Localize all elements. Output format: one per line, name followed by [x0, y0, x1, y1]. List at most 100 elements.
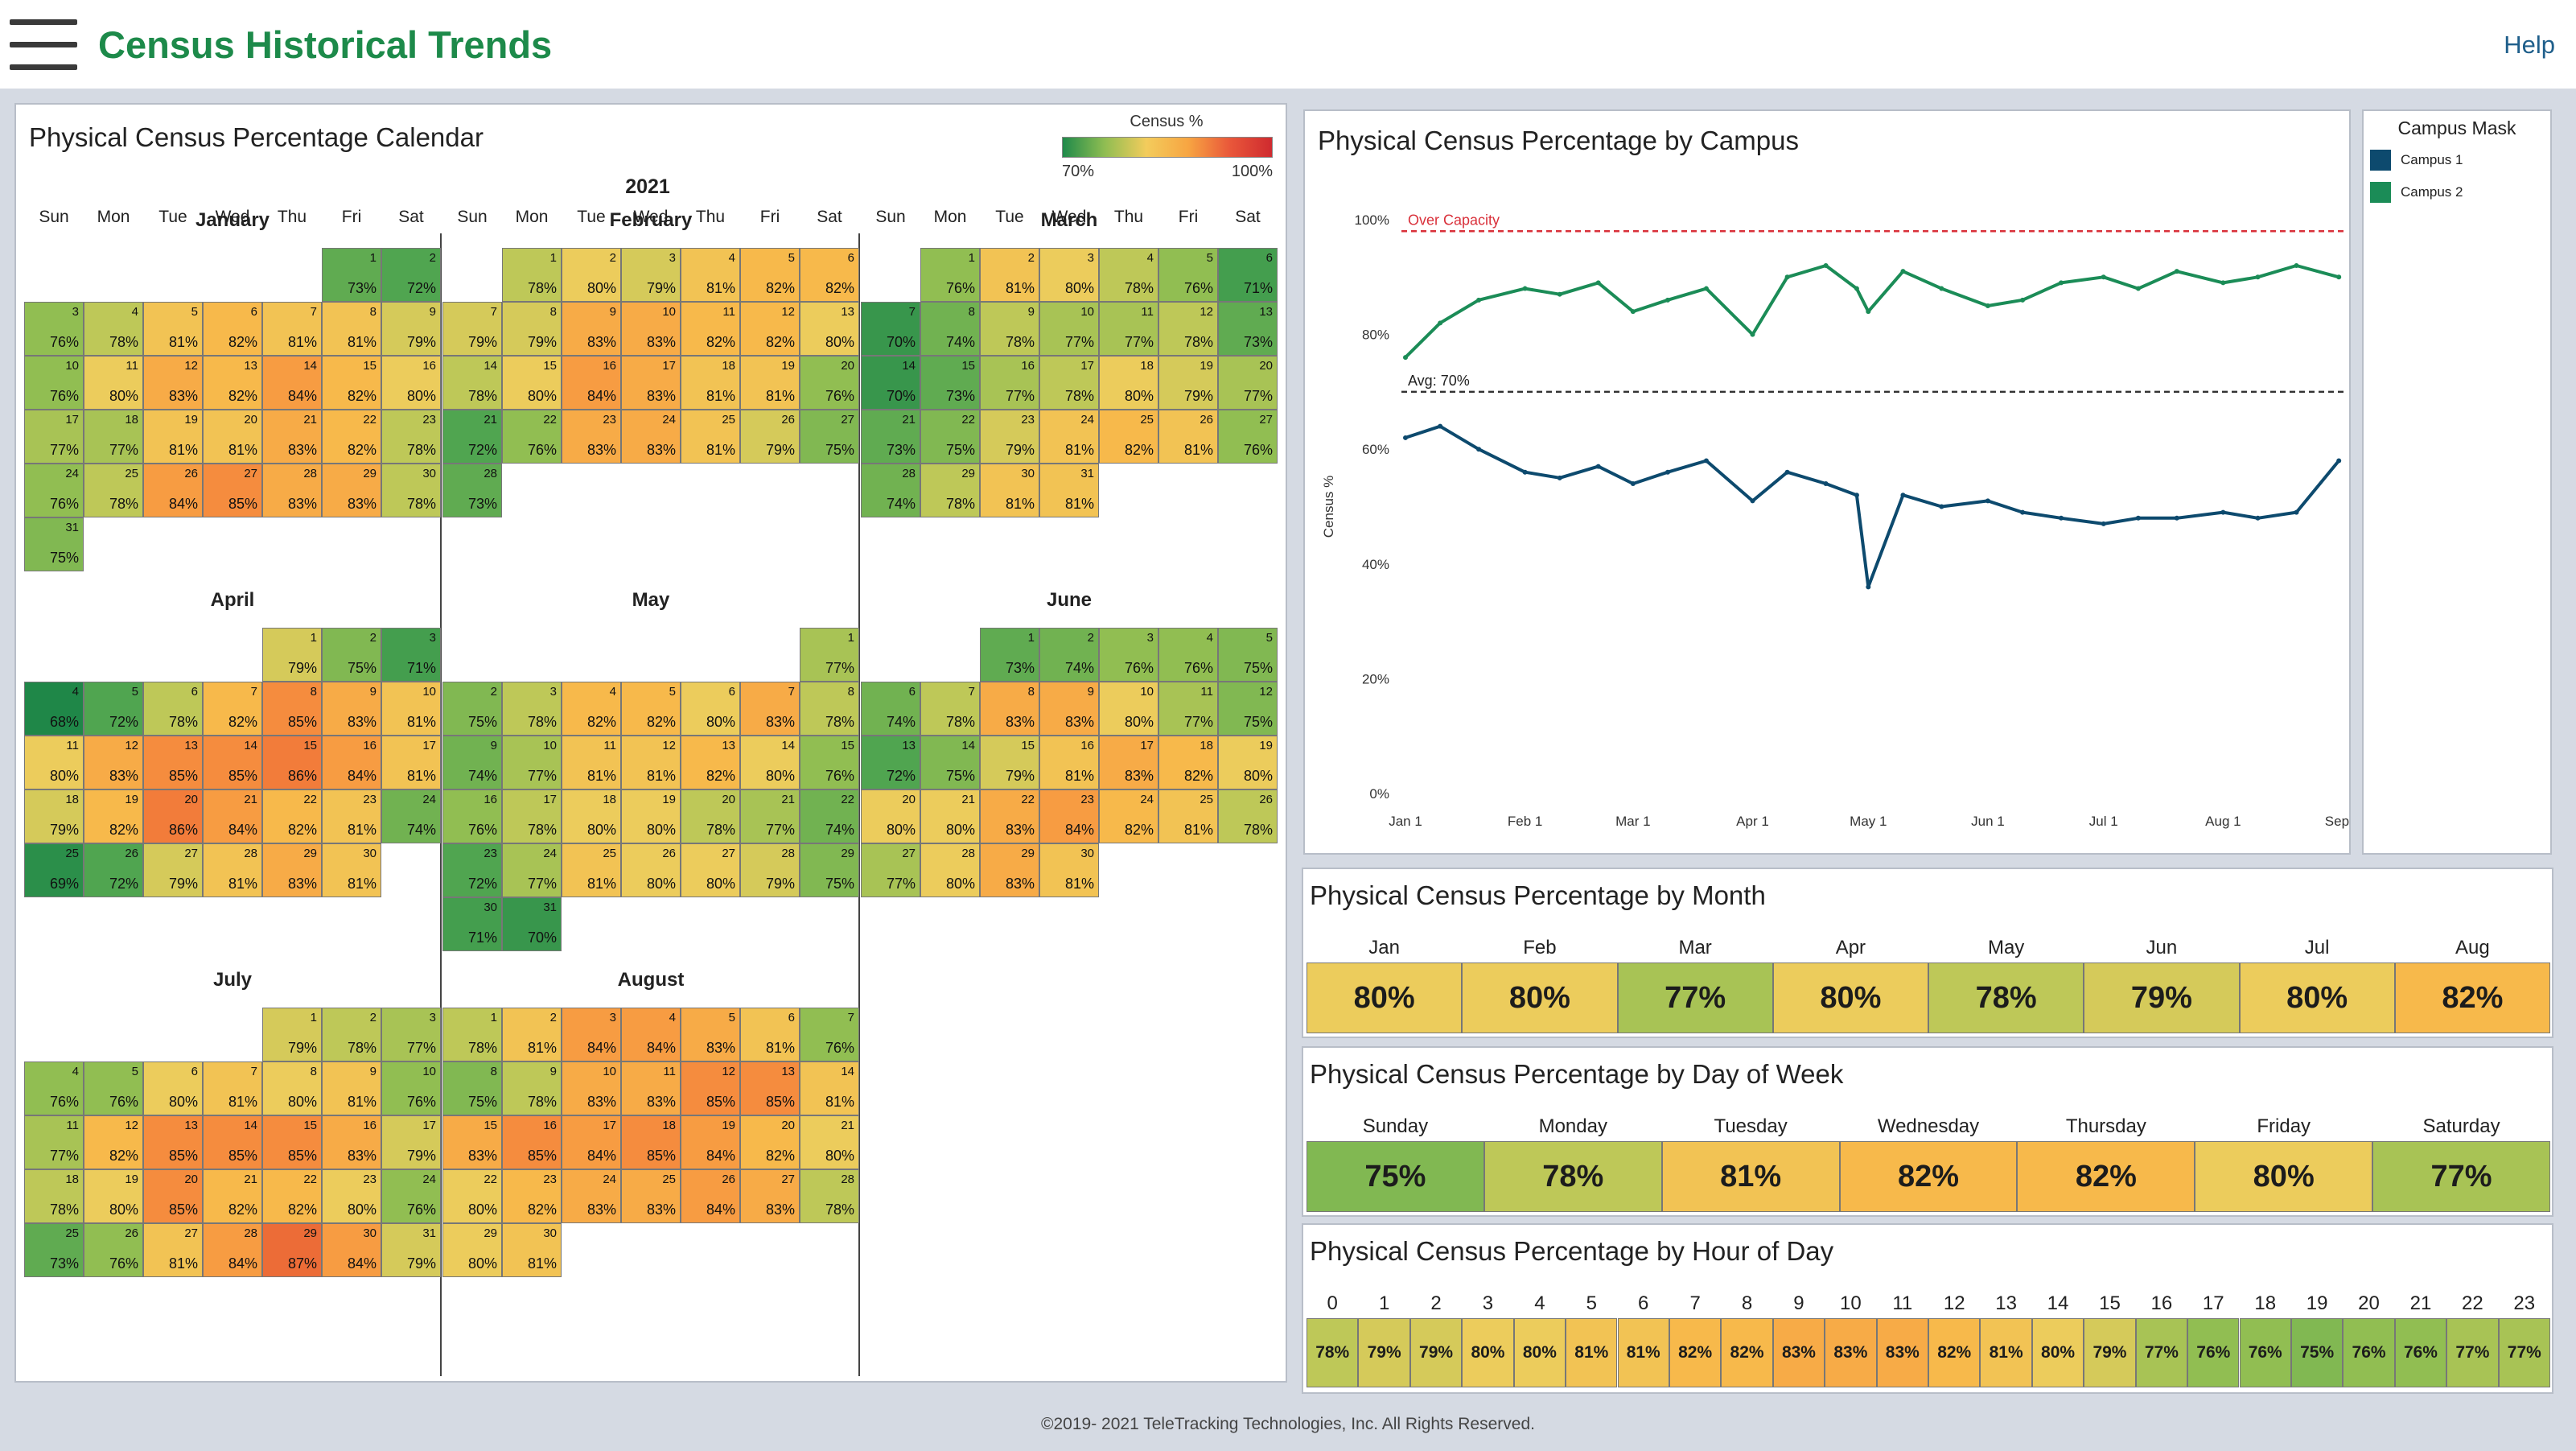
hour-cell[interactable]: 82%: [1721, 1318, 1773, 1387]
calendar-day-cell[interactable]: 25 82%: [1099, 410, 1158, 464]
calendar-day-cell[interactable]: 8 85%: [262, 682, 322, 736]
calendar-day-cell[interactable]: 9 74%: [442, 736, 502, 789]
calendar-day-cell[interactable]: 18 80%: [1099, 356, 1158, 410]
calendar-day-cell[interactable]: 29 80%: [442, 1223, 502, 1277]
calendar-day-cell[interactable]: 11 81%: [562, 736, 621, 789]
calendar-day-cell[interactable]: 5 83%: [681, 1008, 740, 1061]
calendar-day-cell[interactable]: 12 85%: [681, 1061, 740, 1115]
calendar-day-cell[interactable]: 26 78%: [1218, 789, 1278, 843]
calendar-day-cell[interactable]: 24 77%: [502, 843, 562, 897]
calendar-day-cell[interactable]: 13 82%: [681, 736, 740, 789]
calendar-day-cell[interactable]: 20 82%: [740, 1115, 800, 1169]
calendar-day-cell[interactable]: 27 81%: [143, 1223, 203, 1277]
calendar-day-cell[interactable]: 14 81%: [800, 1061, 859, 1115]
calendar-day-cell[interactable]: 23 84%: [1039, 789, 1099, 843]
calendar-day-cell[interactable]: 30 81%: [1039, 843, 1099, 897]
calendar-day-cell[interactable]: 18 79%: [24, 789, 84, 843]
weekday-cell[interactable]: 77%: [2372, 1141, 2550, 1212]
calendar-day-cell[interactable]: 9 79%: [381, 302, 441, 356]
calendar-day-cell[interactable]: 2 75%: [322, 628, 381, 682]
calendar-day-cell[interactable]: 8 83%: [980, 682, 1039, 736]
calendar-day-cell[interactable]: 28 74%: [861, 464, 920, 517]
calendar-day-cell[interactable]: 23 80%: [322, 1169, 381, 1223]
calendar-day-cell[interactable]: 18 80%: [562, 789, 621, 843]
calendar-day-cell[interactable]: 31 79%: [381, 1223, 441, 1277]
calendar-day-cell[interactable]: 1 77%: [800, 628, 859, 682]
calendar-day-cell[interactable]: 20 76%: [800, 356, 859, 410]
calendar-day-cell[interactable]: 19 82%: [84, 789, 143, 843]
calendar-day-cell[interactable]: 25 78%: [84, 464, 143, 517]
calendar-day-cell[interactable]: 29 83%: [322, 464, 381, 517]
calendar-day-cell[interactable]: 23 79%: [980, 410, 1039, 464]
calendar-day-cell[interactable]: 28 83%: [262, 464, 322, 517]
calendar-day-cell[interactable]: 30 78%: [381, 464, 441, 517]
calendar-day-cell[interactable]: 15 85%: [262, 1115, 322, 1169]
calendar-day-cell[interactable]: 2 78%: [322, 1008, 381, 1061]
calendar-day-cell[interactable]: 7 81%: [203, 1061, 262, 1115]
calendar-day-cell[interactable]: 17 83%: [1099, 736, 1158, 789]
calendar-day-cell[interactable]: 11 77%: [24, 1115, 84, 1169]
calendar-day-cell[interactable]: 12 82%: [740, 302, 800, 356]
calendar-day-cell[interactable]: 25 81%: [562, 843, 621, 897]
calendar-day-cell[interactable]: 5 76%: [1158, 248, 1218, 302]
calendar-day-cell[interactable]: 16 83%: [322, 1115, 381, 1169]
calendar-day-cell[interactable]: 3 77%: [381, 1008, 441, 1061]
calendar-day-cell[interactable]: 15 76%: [800, 736, 859, 789]
calendar-day-cell[interactable]: 29 78%: [920, 464, 980, 517]
calendar-day-cell[interactable]: 4 78%: [1099, 248, 1158, 302]
calendar-day-cell[interactable]: 12 78%: [1158, 302, 1218, 356]
calendar-day-cell[interactable]: 21 80%: [800, 1115, 859, 1169]
hour-cell[interactable]: 81%: [1980, 1318, 2032, 1387]
calendar-day-cell[interactable]: 25 81%: [681, 410, 740, 464]
calendar-day-cell[interactable]: 14 85%: [203, 1115, 262, 1169]
calendar-day-cell[interactable]: 26 84%: [681, 1169, 740, 1223]
hour-cell[interactable]: 76%: [2394, 1318, 2447, 1387]
calendar-day-cell[interactable]: 30 84%: [322, 1223, 381, 1277]
calendar-day-cell[interactable]: 6 71%: [1218, 248, 1278, 302]
calendar-day-cell[interactable]: 23 78%: [381, 410, 441, 464]
calendar-day-cell[interactable]: 15 83%: [442, 1115, 502, 1169]
calendar-day-cell[interactable]: 3 80%: [1039, 248, 1099, 302]
calendar-day-cell[interactable]: 26 79%: [740, 410, 800, 464]
calendar-day-cell[interactable]: 24 83%: [621, 410, 681, 464]
calendar-day-cell[interactable]: 3 76%: [1099, 628, 1158, 682]
calendar-day-cell[interactable]: 9 83%: [562, 302, 621, 356]
hour-cell[interactable]: 79%: [1409, 1318, 1463, 1387]
calendar-day-cell[interactable]: 24 83%: [562, 1169, 621, 1223]
calendar-day-cell[interactable]: 7 70%: [861, 302, 920, 356]
calendar-day-cell[interactable]: 5 76%: [84, 1061, 143, 1115]
calendar-day-cell[interactable]: 8 80%: [262, 1061, 322, 1115]
weekday-cell[interactable]: 82%: [1839, 1141, 2018, 1212]
calendar-day-cell[interactable]: 6 81%: [740, 1008, 800, 1061]
calendar-day-cell[interactable]: 11 77%: [1158, 682, 1218, 736]
calendar-day-cell[interactable]: 5 81%: [143, 302, 203, 356]
calendar-day-cell[interactable]: 24 76%: [24, 464, 84, 517]
calendar-day-cell[interactable]: 20 78%: [681, 789, 740, 843]
calendar-day-cell[interactable]: 27 83%: [740, 1169, 800, 1223]
calendar-day-cell[interactable]: 10 77%: [1039, 302, 1099, 356]
calendar-day-cell[interactable]: 6 82%: [203, 302, 262, 356]
calendar-day-cell[interactable]: 31 81%: [1039, 464, 1099, 517]
calendar-day-cell[interactable]: 9 78%: [980, 302, 1039, 356]
calendar-day-cell[interactable]: 9 78%: [502, 1061, 562, 1115]
calendar-day-cell[interactable]: 26 84%: [143, 464, 203, 517]
calendar-day-cell[interactable]: 4 76%: [24, 1061, 84, 1115]
calendar-day-cell[interactable]: 24 82%: [1099, 789, 1158, 843]
calendar-day-cell[interactable]: 25 73%: [24, 1223, 84, 1277]
calendar-day-cell[interactable]: 31 75%: [24, 517, 84, 571]
calendar-day-cell[interactable]: 11 80%: [84, 356, 143, 410]
calendar-day-cell[interactable]: 12 83%: [143, 356, 203, 410]
calendar-day-cell[interactable]: 8 75%: [442, 1061, 502, 1115]
calendar-day-cell[interactable]: 15 79%: [980, 736, 1039, 789]
calendar-day-cell[interactable]: 28 78%: [800, 1169, 859, 1223]
month-cell[interactable]: 77%: [1617, 963, 1773, 1033]
calendar-day-cell[interactable]: 30 81%: [322, 843, 381, 897]
calendar-day-cell[interactable]: 19 79%: [1158, 356, 1218, 410]
hour-cell[interactable]: 79%: [1358, 1318, 1410, 1387]
calendar-day-cell[interactable]: 1 78%: [502, 248, 562, 302]
calendar-day-cell[interactable]: 8 78%: [800, 682, 859, 736]
calendar-day-cell[interactable]: 15 82%: [322, 356, 381, 410]
calendar-day-cell[interactable]: 10 77%: [502, 736, 562, 789]
calendar-day-cell[interactable]: 11 82%: [681, 302, 740, 356]
calendar-day-cell[interactable]: 1 79%: [262, 1008, 322, 1061]
